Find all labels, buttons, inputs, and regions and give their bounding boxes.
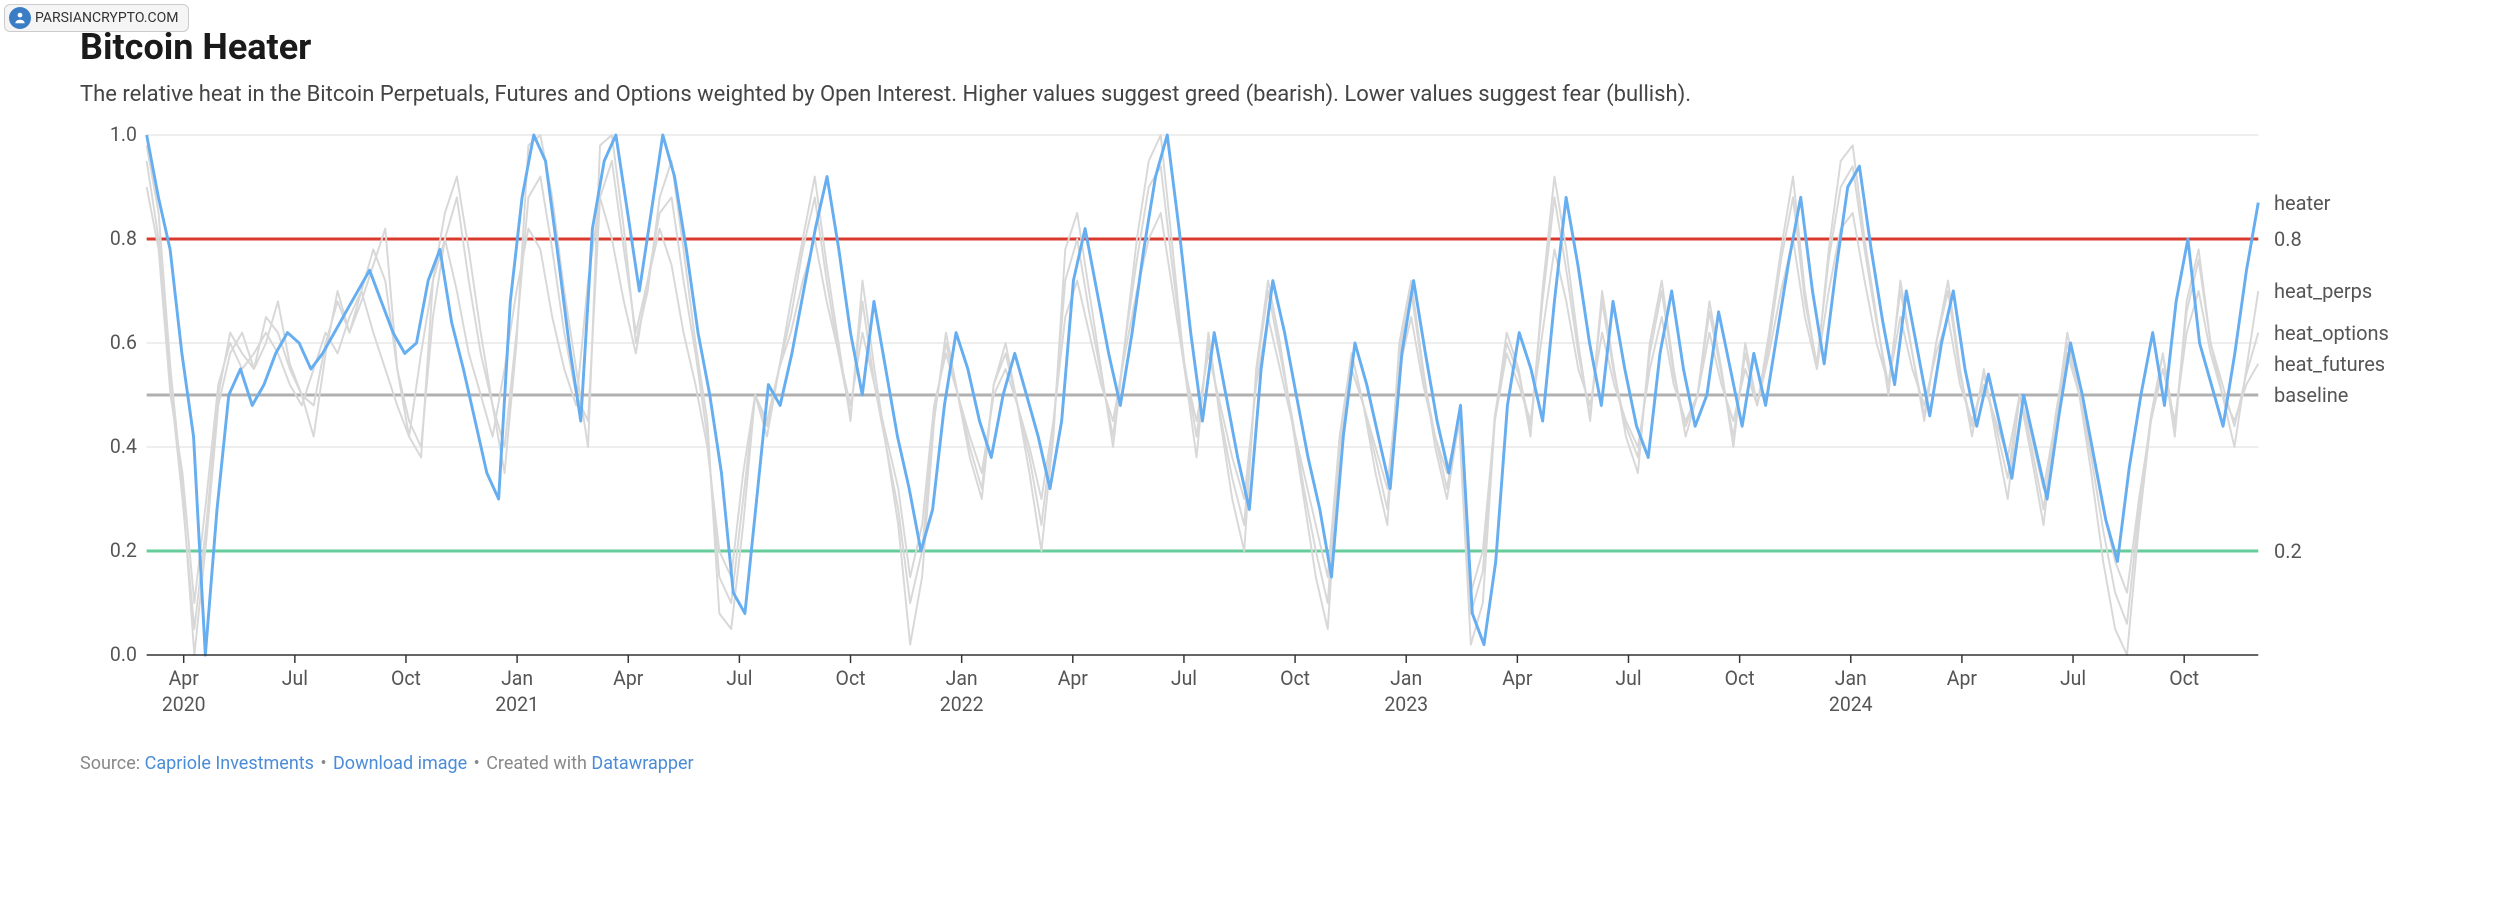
source-label: Source: <box>80 753 140 774</box>
svg-text:Apr: Apr <box>1947 667 1978 690</box>
svg-text:2023: 2023 <box>1384 693 1428 716</box>
svg-text:Jul: Jul <box>726 667 752 690</box>
right-label: heat_options <box>2274 321 2389 345</box>
svg-text:0.6: 0.6 <box>110 331 137 354</box>
svg-text:0.4: 0.4 <box>110 435 137 458</box>
svg-text:Jan: Jan <box>501 667 533 690</box>
svg-text:Apr: Apr <box>613 667 644 690</box>
right-label: 0.8 <box>2274 227 2302 251</box>
svg-text:Oct: Oct <box>1725 667 1755 690</box>
tool-link[interactable]: Datawrapper <box>591 753 693 774</box>
right-labels: heater 0.8 heat_perps heat_options heat_futu… <box>2268 125 2438 725</box>
svg-text:0.2: 0.2 <box>110 539 137 562</box>
svg-text:Apr: Apr <box>1502 667 1533 690</box>
svg-text:Oct: Oct <box>2169 667 2199 690</box>
svg-text:Jan: Jan <box>946 667 978 690</box>
svg-text:Jul: Jul <box>2060 667 2086 690</box>
created-label: Created with <box>486 753 587 774</box>
svg-text:Oct: Oct <box>391 667 421 690</box>
chart-footer: Source: Capriole Investments • Download … <box>80 753 2438 774</box>
watermark-badge: PARSIANCRYPTO.COM <box>4 4 189 32</box>
right-label: 0.2 <box>2274 539 2302 563</box>
svg-text:Oct: Oct <box>836 667 866 690</box>
chart-subtitle: The relative heat in the Bitcoin Perpetu… <box>80 82 2438 107</box>
chart-area: 0.0 0.2 0.4 0.6 0.8 1.0 Apr 2020 Jul Oct Jan 2021 Ap… <box>98 125 2268 725</box>
svg-text:1.0: 1.0 <box>110 125 137 146</box>
svg-text:2021: 2021 <box>495 693 539 716</box>
svg-text:2024: 2024 <box>1829 693 1873 716</box>
right-label: heater <box>2274 191 2330 215</box>
right-label: heat_perps <box>2274 279 2372 303</box>
svg-text:2022: 2022 <box>940 693 984 716</box>
footer-sep: • <box>320 753 326 774</box>
svg-text:Jul: Jul <box>282 667 308 690</box>
footer-sep: • <box>474 753 480 774</box>
chart-svg: 0.0 0.2 0.4 0.6 0.8 1.0 Apr 2020 Jul Oct Jan 2021 Ap… <box>98 125 2268 725</box>
right-label: baseline <box>2274 383 2348 407</box>
svg-text:Jul: Jul <box>1171 667 1197 690</box>
svg-text:Oct: Oct <box>1280 667 1310 690</box>
download-link[interactable]: Download image <box>333 753 467 774</box>
svg-text:Jan: Jan <box>1835 667 1867 690</box>
svg-text:2020: 2020 <box>162 693 206 716</box>
chart-container: Bitcoin Heater The relative heat in the … <box>0 0 2518 794</box>
svg-text:Jan: Jan <box>1390 667 1422 690</box>
chart-wrap: 0.0 0.2 0.4 0.6 0.8 1.0 Apr 2020 Jul Oct Jan 2021 Ap… <box>80 125 2438 725</box>
right-label: heat_futures <box>2274 352 2385 376</box>
watermark-icon <box>9 7 31 29</box>
source-link[interactable]: Capriole Investments <box>145 753 314 774</box>
svg-text:0.0: 0.0 <box>110 643 137 666</box>
svg-text:Jul: Jul <box>1615 667 1641 690</box>
watermark-text: PARSIANCRYPTO.COM <box>35 10 178 26</box>
svg-text:0.8: 0.8 <box>110 227 137 250</box>
svg-text:Apr: Apr <box>169 667 200 690</box>
chart-title: Bitcoin Heater <box>80 26 2438 68</box>
svg-text:Apr: Apr <box>1058 667 1089 690</box>
